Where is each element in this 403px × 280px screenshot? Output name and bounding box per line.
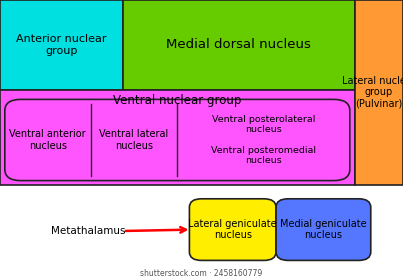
Text: shutterstock.com · 2458160779: shutterstock.com · 2458160779 <box>140 269 263 277</box>
Text: Medial geniculate
nucleus: Medial geniculate nucleus <box>280 219 367 241</box>
FancyBboxPatch shape <box>0 0 123 90</box>
FancyBboxPatch shape <box>5 99 350 181</box>
Text: Metathalamus: Metathalamus <box>52 226 126 236</box>
Text: Ventral lateral
nucleus: Ventral lateral nucleus <box>100 129 168 151</box>
Text: Ventral posterolateral
nucleus

Ventral posteromedial
nucleus: Ventral posterolateral nucleus Ventral p… <box>211 115 316 165</box>
FancyBboxPatch shape <box>355 0 403 185</box>
FancyBboxPatch shape <box>123 0 355 90</box>
FancyBboxPatch shape <box>276 199 371 260</box>
Text: Ventral anterior
nucleus: Ventral anterior nucleus <box>9 129 86 151</box>
Text: Anterior nuclear
group: Anterior nuclear group <box>16 34 107 56</box>
Text: Ventral nuclear group: Ventral nuclear group <box>113 94 241 107</box>
FancyBboxPatch shape <box>189 199 276 260</box>
Text: Lateral nuclear
group
(Pulvinar): Lateral nuclear group (Pulvinar) <box>342 76 403 109</box>
Text: Lateral geniculate
nucleus: Lateral geniculate nucleus <box>189 219 277 241</box>
Text: Medial dorsal nucleus: Medial dorsal nucleus <box>166 38 311 51</box>
FancyBboxPatch shape <box>0 90 355 185</box>
